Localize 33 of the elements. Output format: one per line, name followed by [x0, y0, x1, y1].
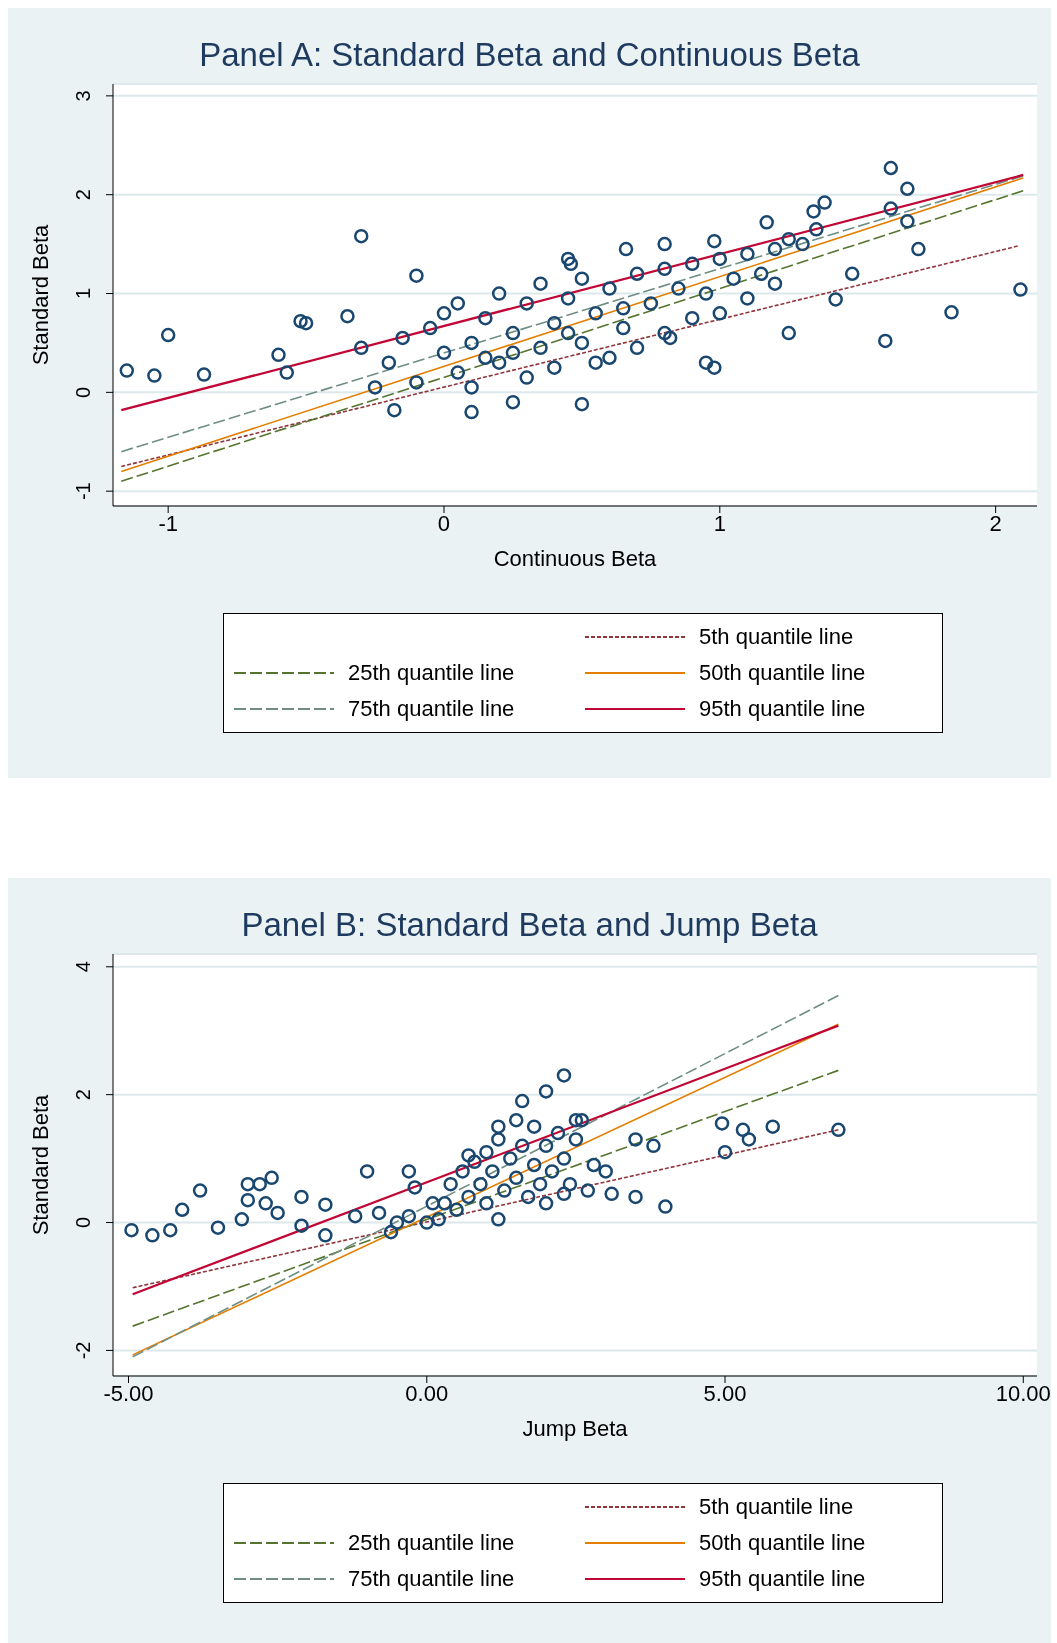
x-tick-label: -1: [158, 510, 178, 536]
x-tick-label: 10.00: [995, 1380, 1051, 1406]
x-tick-label: 0.00: [405, 1380, 449, 1406]
y-tick-label: 3: [72, 90, 94, 102]
x-tick-label: 5.00: [703, 1380, 747, 1406]
legend-label: 5th quantile line: [699, 624, 854, 650]
x-axis-title: Jump Beta: [522, 1416, 629, 1441]
chart-title: Panel B: Standard Beta and Jump Beta: [240, 905, 819, 945]
y-tick-label: -2: [72, 1341, 94, 1360]
legend-label: 5th quantile line: [699, 1494, 854, 1520]
legend-label: 25th quantile line: [348, 1530, 515, 1556]
y-tick-label: 1: [72, 287, 94, 300]
x-axis-title: Continuous Beta: [493, 546, 658, 571]
x-tick-label: 0: [437, 510, 451, 536]
legend-label: 25th quantile line: [348, 660, 515, 686]
y-tick-label: -1: [72, 482, 94, 501]
y-tick-label: 0: [72, 1216, 94, 1229]
y-axis-title: Standard Beta: [27, 223, 53, 366]
y-tick-label: 2: [72, 189, 94, 201]
legend-label: 50th quantile line: [699, 660, 866, 686]
y-tick-label: 0: [72, 386, 94, 398]
legend-label: 75th quantile line: [348, 1566, 515, 1592]
legend-label: 75th quantile line: [348, 696, 515, 722]
chart-title: Panel A: Standard Beta and Continuous Beta: [198, 35, 861, 75]
x-tick-label: 2: [989, 510, 1002, 536]
y-axis-title: Standard Beta: [27, 1093, 53, 1236]
y-tick-label: 4: [72, 961, 94, 973]
legend-label: 95th quantile line: [699, 696, 866, 722]
y-tick-label: 2: [72, 1089, 94, 1101]
x-tick-label: -5.00: [103, 1380, 154, 1406]
x-tick-label: 1: [713, 510, 726, 536]
legend-label: 95th quantile line: [699, 1566, 866, 1592]
legend-label: 50th quantile line: [699, 1530, 866, 1556]
